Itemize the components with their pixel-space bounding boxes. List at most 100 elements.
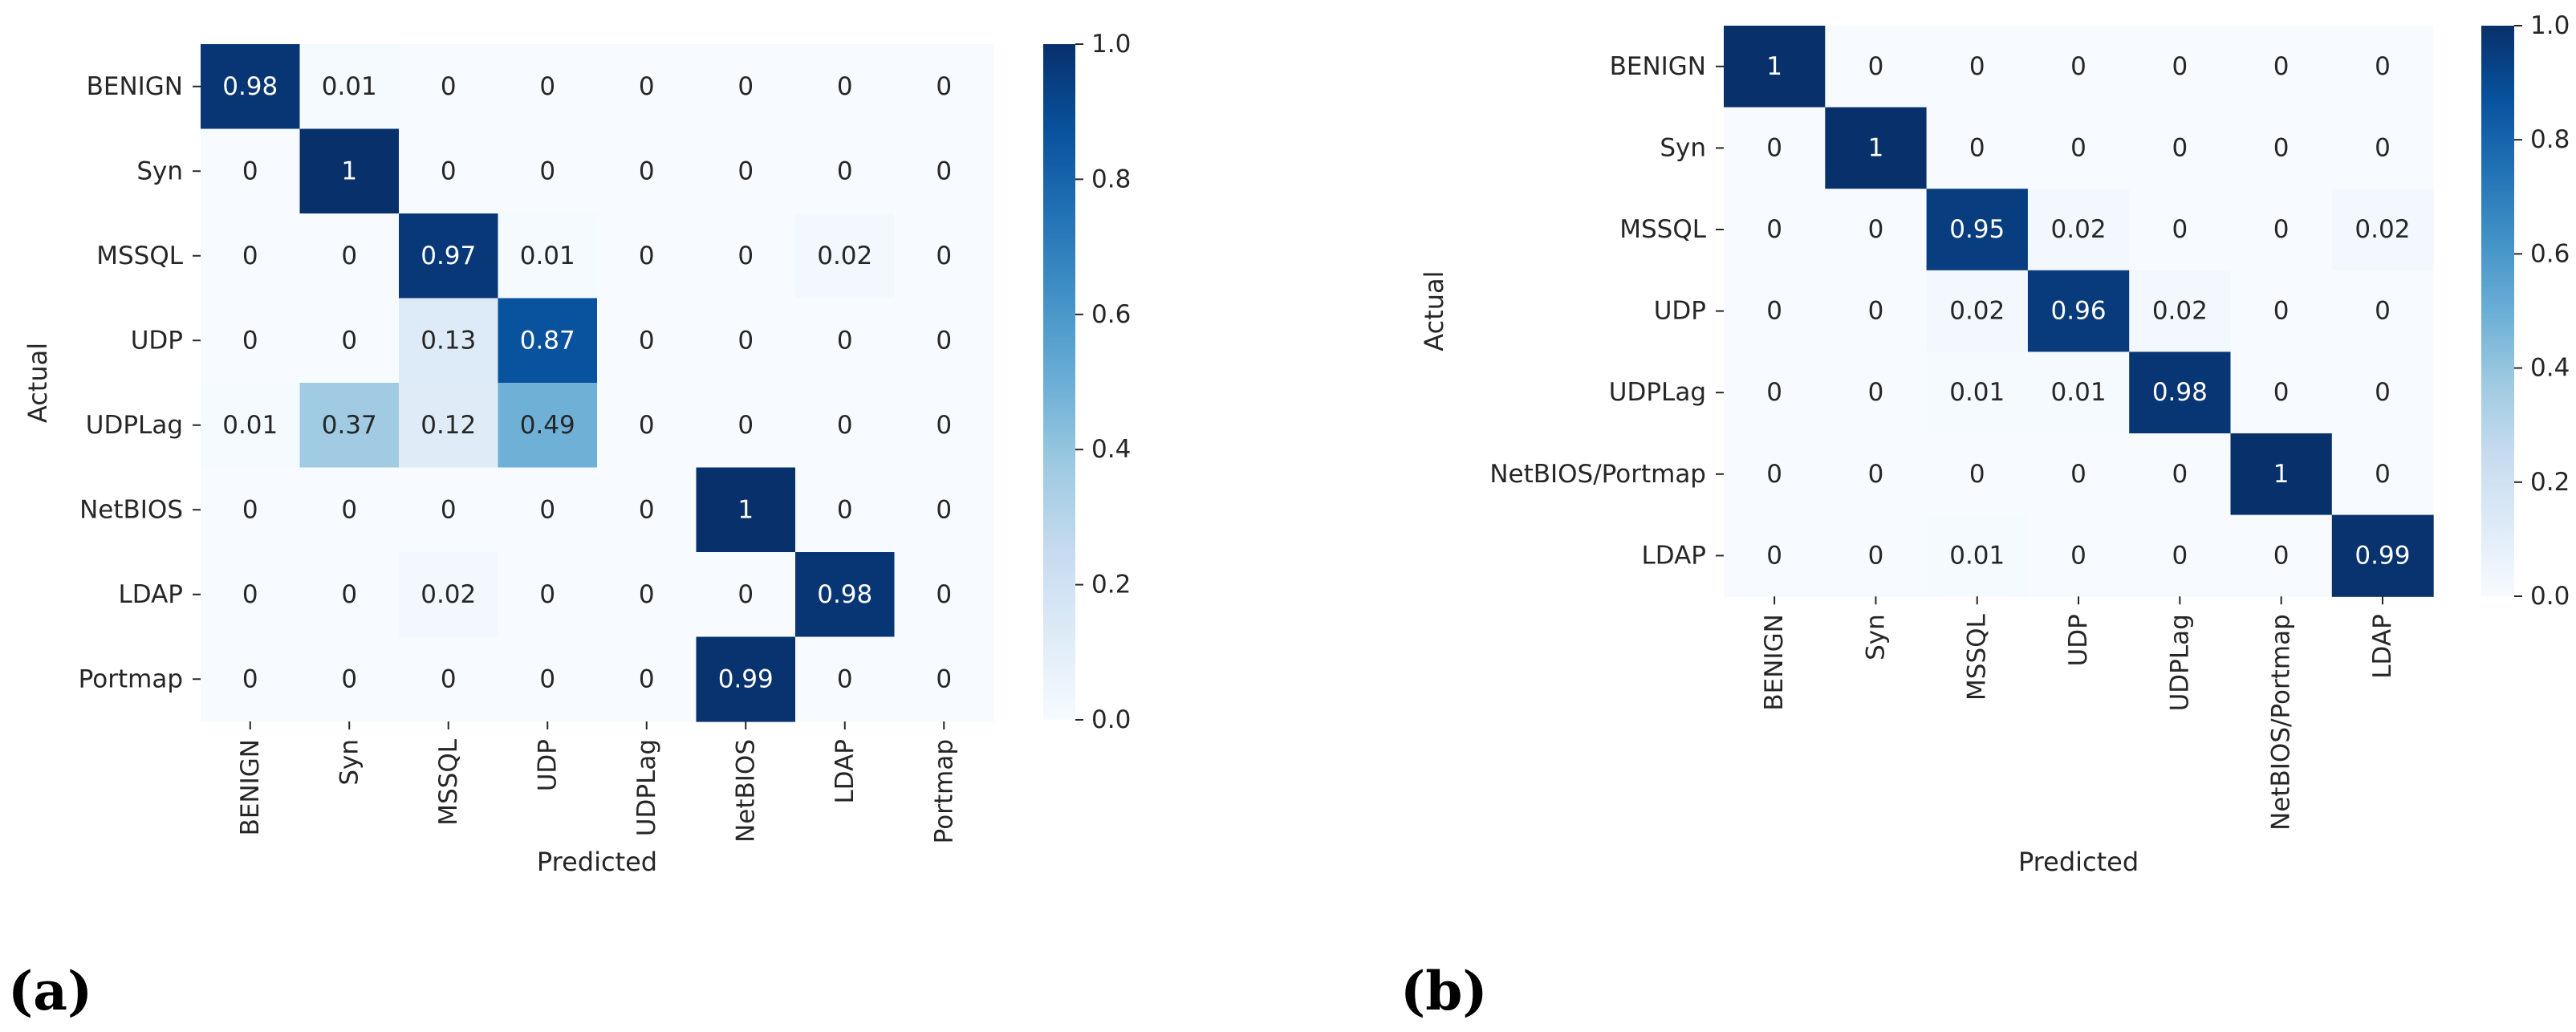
- cell-value-pa-r4-c2: 0.12: [421, 411, 476, 440]
- xtick-pb-syn: Syn: [1861, 614, 1890, 660]
- colorbar-tick-pa-0-2: 0.2: [1091, 571, 1131, 599]
- ytick-pb-netbios-portmap: NetBIOS/Portmap: [1489, 460, 1706, 489]
- cell-value-pb-r6-c5: 0: [2273, 541, 2290, 570]
- cell-pa-r0-c4: [597, 44, 697, 130]
- cell-pb-r5-c3: [2027, 433, 2130, 516]
- cell-pa-r2-c5: [696, 213, 796, 299]
- heatmap-panel-a: 0.98 0.01 0 0 0 0 0 00 1 0 0 0 0 0 00 0 0.97 0.01 0 0 0.02 00…: [8, 30, 1131, 1022]
- colorbar-tick-pa-0-6: 0.6: [1091, 300, 1131, 329]
- cell-value-pb-r4-c0: 0: [1766, 378, 1782, 407]
- cell-value-pa-r0-c3: 0: [539, 72, 555, 101]
- cell-value-pa-r2-c5: 0: [737, 242, 754, 270]
- cell-value-pa-r5-c4: 0: [639, 495, 655, 524]
- ytick-pa-netbios: NetBIOS: [79, 495, 183, 524]
- cell-value-pa-r4-c3: 0.49: [520, 411, 575, 440]
- cell-pa-r0-c7: [894, 44, 994, 130]
- cell-value-pa-r7-c4: 0: [639, 664, 655, 693]
- ylabel-pa: Actual: [22, 343, 53, 423]
- cell-pb-r6-c0: [1724, 514, 1826, 597]
- cell-pa-r5-c0: [201, 467, 301, 553]
- cell-value-pb-r5-c3: 0: [2070, 460, 2086, 489]
- cell-pb-r3-c6: [2331, 270, 2434, 352]
- cell-value-pb-r4-c3: 0.01: [2051, 378, 2107, 407]
- ytick-pa-portmap: Portmap: [79, 664, 183, 693]
- cell-pb-r1-c4: [2129, 107, 2232, 189]
- cell-pb-r2-c1: [1825, 189, 1928, 271]
- cell-pa-r2-c0: [201, 213, 301, 299]
- colorbar-tick-pa-0-0: 0.0: [1091, 705, 1131, 734]
- ylabel-pb: Actual: [1419, 270, 1449, 351]
- cell-value-pa-r6-c3: 0: [539, 580, 555, 609]
- cell-pa-r3-c0: [201, 298, 301, 384]
- cell-value-pb-r5-c2: 0: [1969, 460, 1985, 489]
- xtick-pb-netbios-portmap: NetBIOS/Portmap: [2267, 614, 2296, 831]
- cell-value-pa-r1-c2: 0: [441, 156, 457, 185]
- cell-value-pa-r1-c5: 0: [737, 156, 754, 185]
- xtick-pa-benign: BENIGN: [236, 739, 265, 835]
- cell-value-pa-r2-c0: 0: [242, 242, 258, 270]
- cell-pb-r2-c3: [2027, 189, 2130, 271]
- cell-value-pb-r0-c4: 0: [2172, 52, 2188, 81]
- cell-pa-r4-c2: [399, 383, 499, 469]
- cell-value-pa-r2-c4: 0: [639, 242, 655, 270]
- cell-pb-r2-c6: [2331, 189, 2434, 271]
- cell-pa-r5-c1: [299, 467, 400, 553]
- cell-value-pa-r0-c5: 0: [737, 72, 754, 101]
- ytick-pa-udplag: UDPLag: [86, 411, 183, 440]
- cell-pa-r7-c2: [399, 636, 499, 722]
- cell-pb-r3-c1: [1825, 270, 1928, 352]
- cell-pa-r5-c2: [399, 467, 499, 553]
- colorbar-pb: [2481, 26, 2514, 596]
- cell-pa-r4-c4: [597, 383, 697, 469]
- cell-pa-r7-c5: [696, 636, 796, 722]
- cell-pa-r2-c1: [299, 213, 400, 299]
- cell-value-pa-r3-c1: 0: [341, 326, 357, 355]
- xlabel-pa: Predicted: [537, 847, 657, 877]
- cell-pa-r5-c7: [894, 467, 994, 553]
- xtick-pa-syn: Syn: [335, 739, 364, 786]
- cell-value-pb-r3-c2: 0.02: [1949, 297, 2005, 326]
- cell-pa-r1-c7: [894, 128, 994, 214]
- cell-value-pa-r4-c0: 0.01: [222, 411, 278, 440]
- cell-value-pb-r0-c1: 0: [1868, 52, 1884, 81]
- cell-pb-r4-c6: [2331, 351, 2434, 434]
- cell-pb-r1-c1: [1825, 107, 1928, 189]
- cell-pb-r0-c2: [1926, 26, 2029, 108]
- cell-pa-r0-c2: [399, 44, 499, 130]
- cell-value-pa-r5-c2: 0: [441, 495, 457, 524]
- cell-value-pb-r6-c0: 0: [1766, 541, 1782, 570]
- cell-value-pa-r3-c5: 0: [737, 326, 754, 355]
- cell-value-pa-r7-c5: 0.99: [718, 664, 774, 693]
- cell-pa-r5-c5: [696, 467, 796, 553]
- cell-pb-r6-c6: [2331, 514, 2434, 597]
- cell-value-pa-r2-c2: 0.97: [421, 242, 476, 270]
- cell-pa-r6-c0: [201, 552, 301, 638]
- cell-pb-r1-c5: [2230, 107, 2333, 189]
- cell-value-pa-r5-c1: 0: [341, 495, 357, 524]
- colorbar-tick-pb-1-0: 1.0: [2530, 11, 2570, 40]
- cell-value-pa-r0-c2: 0: [441, 72, 457, 101]
- cell-value-pa-r6-c2: 0.02: [421, 580, 476, 609]
- cell-pa-r0-c1: [299, 44, 400, 130]
- cell-value-pb-r2-c0: 0: [1766, 215, 1782, 244]
- cell-value-pa-r0-c6: 0: [837, 72, 853, 101]
- cell-pa-r1-c0: [201, 128, 301, 214]
- cell-value-pb-r5-c6: 0: [2375, 460, 2391, 489]
- cell-value-pb-r4-c4: 0.98: [2152, 378, 2208, 407]
- cell-pa-r1-c5: [696, 128, 796, 214]
- cell-value-pb-r5-c0: 0: [1766, 460, 1782, 489]
- cell-value-pa-r7-c0: 0: [242, 664, 258, 693]
- cell-pa-r7-c0: [201, 636, 301, 722]
- cell-value-pb-r4-c6: 0: [2375, 378, 2391, 407]
- xtick-pa-ldap: LDAP: [831, 739, 859, 804]
- cell-pa-r5-c4: [597, 467, 697, 553]
- cell-pa-r4-c7: [894, 383, 994, 469]
- cell-value-pb-r4-c1: 0: [1868, 378, 1884, 407]
- cell-pa-r3-c3: [498, 298, 598, 384]
- cell-value-pa-r0-c0: 0.98: [222, 72, 278, 101]
- cell-pa-r5-c6: [795, 467, 896, 553]
- cell-value-pa-r1-c4: 0: [639, 156, 655, 185]
- cell-value-pa-r5-c6: 0: [837, 495, 853, 524]
- cell-pa-r5-c3: [498, 467, 598, 553]
